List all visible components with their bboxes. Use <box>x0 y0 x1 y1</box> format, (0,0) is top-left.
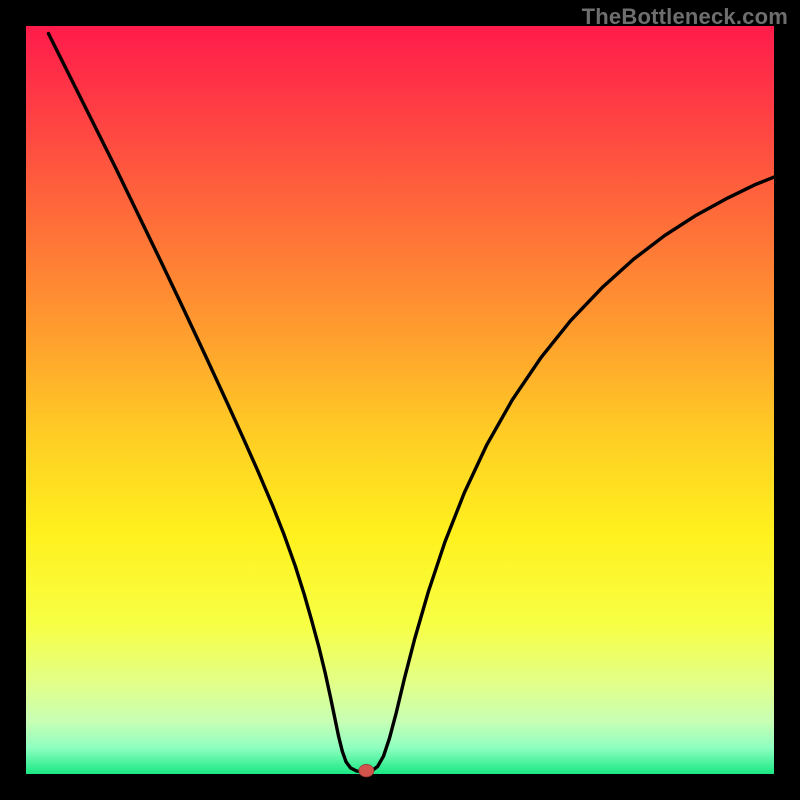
optimal-point-marker <box>359 764 374 776</box>
outer-frame <box>0 0 800 800</box>
chart-viewport: TheBottleneck.com <box>0 0 800 800</box>
plot-background <box>26 26 774 774</box>
bottleneck-chart <box>0 0 800 800</box>
